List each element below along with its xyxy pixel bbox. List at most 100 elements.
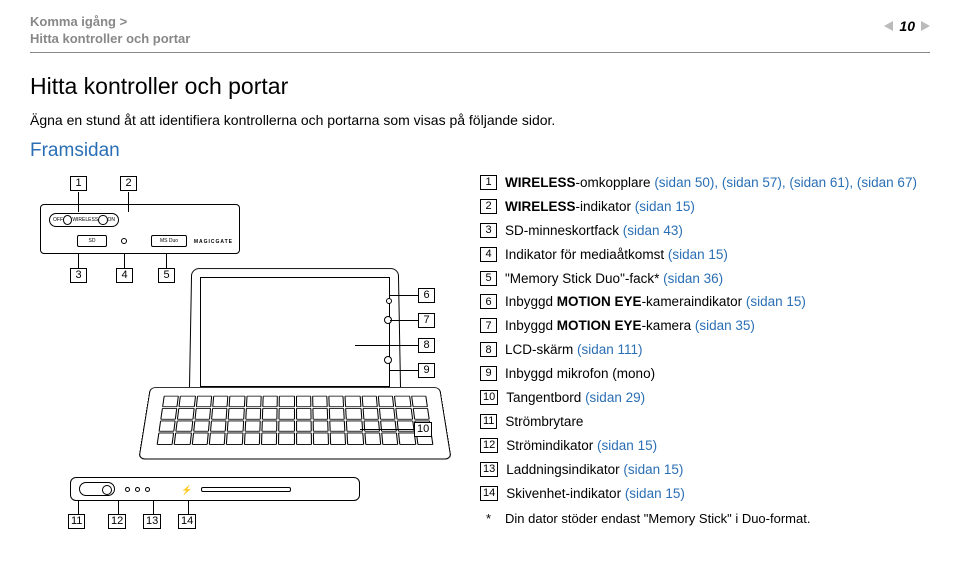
camera-led [386,298,392,304]
footnote-mark: * [480,508,497,530]
list-item-11: 11 Strömbrytare [480,411,930,434]
breadcrumb-line1: Komma igång > [30,14,930,31]
page-link[interactable]: (sidan 35) [695,318,755,333]
list-text: Indikator för mediaåtkomst (sidan 15) [505,244,728,267]
page-link[interactable]: (sidan 111) [577,342,643,357]
list-number: 10 [480,390,498,405]
top-panel: OFF WIRELESS ON SD MS Duo MAGICGATE [40,204,240,254]
list-text: Strömindikator (sidan 15) [506,435,657,458]
callout-5: 5 [158,268,175,283]
page-link[interactable]: (sidan 15) [623,462,683,477]
list-text: Tangentbord (sidan 29) [506,387,645,410]
list-number: 1 [480,175,497,190]
ms-slot: MS Duo [151,235,187,247]
callout-1: 1 [70,176,87,191]
list-number: 13 [480,462,498,477]
list-item-9: 9 Inbyggd mikrofon (mono) [480,363,930,386]
list-item-5: 5 "Memory Stick Duo"-fack* (sidan 36) [480,268,930,291]
section-heading: Framsidan [30,140,930,162]
list-item-14: 14 Skivenhet-indikator (sidan 15) [480,483,930,506]
list-text: Inbyggd mikrofon (mono) [505,363,655,386]
list-item-8: 8 LCD-skärm (sidan 111) [480,339,930,362]
page-link[interactable]: (sidan 15) [635,199,695,214]
power-switch [79,482,115,496]
keyboard [157,396,434,445]
list-text: SD-minneskortfack (sidan 43) [505,220,683,243]
page-number: 10 [899,18,915,34]
list-number: 11 [480,414,497,429]
page-link[interactable]: (sidan 15) [625,486,685,501]
sd-slot: SD [77,235,107,247]
wireless-switch: OFF WIRELESS ON [49,213,119,227]
callout-2: 2 [120,176,137,191]
page-link[interactable]: (sidan 15) [746,294,806,309]
page-link[interactable]: (sidan 29) [585,390,645,405]
callout-7: 7 [418,313,435,328]
list-item-4: 4 Indikator för mediaåtkomst (sidan 15) [480,244,930,267]
page-link[interactable]: (sidan 15) [668,247,728,262]
list-number: 14 [480,486,498,501]
callout-4: 4 [116,268,133,283]
list-item-3: 3 SD-minneskortfack (sidan 43) [480,220,930,243]
list-item-12: 12 Strömindikator (sidan 15) [480,435,930,458]
callout-14: 14 [178,514,196,529]
list-item-13: 13 Laddningsindikator (sidan 15) [480,459,930,482]
page-title: Hitta kontroller och portar [30,73,930,100]
list-text: WIRELESS-indikator (sidan 15) [505,196,695,219]
callout-11: 11 [68,514,85,529]
callout-6: 6 [418,288,435,303]
list-text: Inbyggd MOTION EYE-kameraindikator (sida… [505,291,806,314]
list-number: 5 [480,271,497,286]
list-text: WIRELESS-omkopplare (sidan 50), (sidan 5… [505,172,917,195]
list-text: Inbyggd MOTION EYE-kamera (sidan 35) [505,315,755,338]
mic-icon [384,356,392,364]
next-page-icon[interactable] [921,21,930,31]
footnote: * Din dator stöder endast "Memory Stick" … [480,508,930,530]
callout-8: 8 [418,338,435,353]
reference-list: 1 WIRELESS-omkopplare (sidan 50), (sidan … [480,172,930,532]
callout-13: 13 [143,514,161,529]
list-text: Strömbrytare [505,411,583,434]
magicgate-label: MAGICGATE [194,239,233,245]
list-text: LCD-skärm (sidan 111) [505,339,643,362]
callout-3: 3 [70,268,87,283]
list-item-6: 6 Inbyggd MOTION EYE-kameraindikator (sid… [480,291,930,314]
list-number: 7 [480,318,497,333]
indicator-leds [125,487,150,492]
list-item-7: 7 Inbyggd MOTION EYE-kamera (sidan 35) [480,315,930,338]
list-text: "Memory Stick Duo"-fack* (sidan 36) [505,268,723,291]
label-off: OFF [53,217,63,223]
list-number: 8 [480,342,497,357]
footnote-text: Din dator stöder endast "Memory Stick" i… [505,508,810,530]
intro-text: Ägna en stund åt att identifiera kontrol… [30,112,930,128]
charge-icon: ⚡ [181,485,192,496]
label-on: ON [108,217,116,223]
list-number: 6 [480,294,497,309]
media-led [121,238,127,244]
page-link[interactable]: (sidan 15) [597,438,657,453]
list-number: 12 [480,438,498,453]
prev-page-icon[interactable] [884,21,893,31]
front-strip: ⚡ [70,477,360,501]
page-link[interactable]: (sidan 43) [623,223,683,238]
list-number: 4 [480,247,497,262]
list-number: 9 [480,366,497,381]
label-wireless: WIRELESS [72,217,98,223]
laptop-drawing [150,267,440,497]
page-link[interactable]: (sidan 36) [663,271,723,286]
callout-12: 12 [108,514,126,529]
breadcrumb-line2: Hitta kontroller och portar [30,31,930,48]
device-diagram: 1 2 OFF WIRELESS ON SD MS Duo MAGICGATE … [30,172,450,532]
header-divider [30,52,930,53]
callout-9: 9 [418,363,435,378]
list-number: 3 [480,223,497,238]
callout-10: 10 [414,422,432,437]
page-link[interactable]: (sidan 50), (sidan 57), (sidan 61), (sid… [654,175,917,190]
list-text: Skivenhet-indikator (sidan 15) [506,483,685,506]
page-number-nav: 10 [884,18,930,34]
list-item-2: 2 WIRELESS-indikator (sidan 15) [480,196,930,219]
disc-slot [201,487,291,492]
list-number: 2 [480,199,497,214]
list-text: Laddningsindikator (sidan 15) [506,459,683,482]
list-item-10: 10 Tangentbord (sidan 29) [480,387,930,410]
